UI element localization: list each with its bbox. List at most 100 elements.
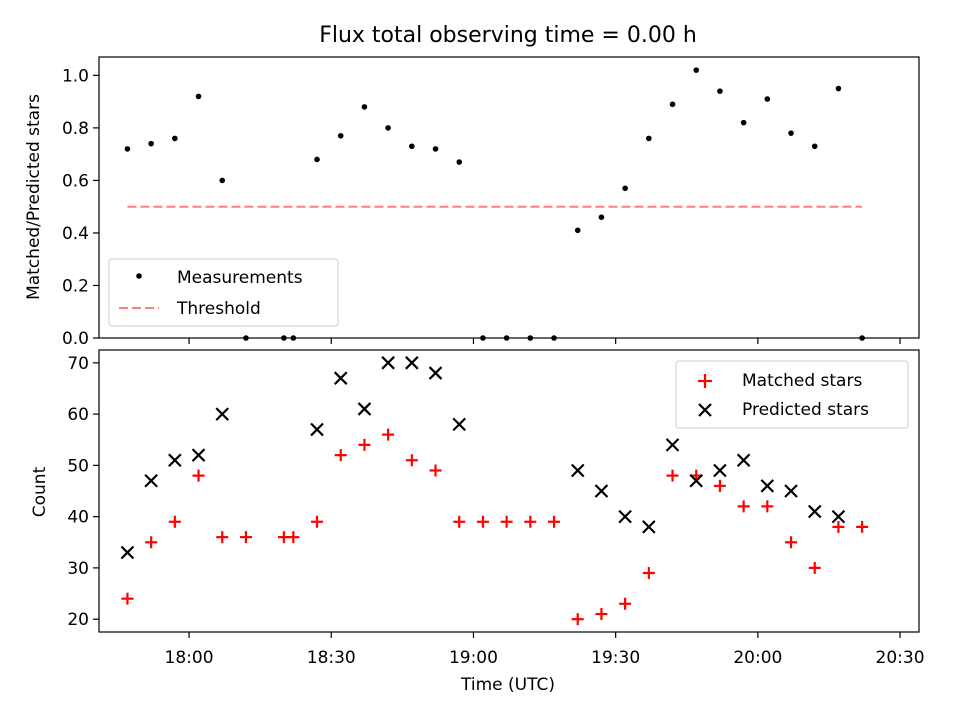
- matched-star-point: [334, 449, 347, 462]
- predicted-star-point: [144, 473, 158, 488]
- predicted-star-point: [357, 402, 372, 416]
- matched-star-point: [311, 515, 324, 528]
- y-tick-label: 40: [67, 508, 89, 528]
- legend-matched-marker: [698, 374, 712, 388]
- legend-predicted-label: Predicted stars: [742, 400, 869, 420]
- predicted-star-point: [215, 407, 230, 421]
- matched-star-point: [785, 536, 798, 549]
- y-tick-label: 70: [67, 354, 89, 374]
- measurement-point: [456, 159, 463, 165]
- measurement-point: [432, 146, 439, 152]
- matched-star-point: [405, 454, 418, 467]
- top-legend-frame: [108, 258, 339, 327]
- predicted-star-point: [594, 484, 609, 498]
- matched-star-point: [713, 479, 726, 492]
- y-tick-label: 60: [67, 405, 89, 425]
- predicted-star-point: [618, 509, 632, 524]
- bottom-plot-area: [120, 356, 869, 626]
- measurement-point: [646, 135, 652, 142]
- measurement-point: [361, 104, 368, 110]
- legend-matched-label: Matched stars: [742, 371, 862, 391]
- measurement-point: [622, 185, 628, 192]
- measurement-point: [337, 132, 344, 139]
- predicted-star-point: [405, 356, 419, 370]
- bottom-x-ticks: 18:00 18:30 19:00 19:30 20:00 20:30: [165, 632, 925, 668]
- measurement-point: [717, 88, 723, 94]
- matched-star-point: [619, 597, 632, 610]
- predicted-star-point: [760, 479, 775, 493]
- y-tick-label: 0.4: [62, 224, 89, 244]
- y-tick-label: 50: [67, 456, 89, 476]
- matched-star-point: [239, 531, 252, 544]
- matched-star-point: [382, 428, 395, 441]
- y-tick-label: 1.0: [62, 66, 89, 86]
- predicted-star-point: [665, 438, 680, 452]
- matched-star-point: [287, 531, 300, 544]
- legend-threshold-label: Threshold: [176, 299, 261, 319]
- matched-star-point: [571, 613, 584, 626]
- bottom-axes-frame: [98, 349, 920, 633]
- matched-star-point: [666, 469, 679, 482]
- measurement-point: [148, 140, 154, 147]
- measurement-point: [693, 67, 700, 73]
- top-y-ticks: 0.0 0.2 0.4 0.6 0.8 1.0: [62, 66, 99, 349]
- bottom-legend-frame: [675, 360, 909, 429]
- measurement-point: [574, 227, 581, 234]
- bottom-legend: Matched stars Predicted stars: [675, 360, 909, 429]
- bottom-y-axis-label: Count: [30, 466, 50, 517]
- matched-star-point: [192, 469, 205, 482]
- measurement-point: [764, 96, 771, 102]
- predicted-star-point: [428, 366, 443, 380]
- matched-star-point: [856, 520, 869, 533]
- bottom-panel: 20 30 40 50 60 70 18:00 18:30 19:00 19:30 20:00 20…: [30, 349, 925, 695]
- predicted-star-point: [689, 473, 704, 488]
- matched-star-point: [500, 515, 513, 528]
- y-tick-label: 30: [67, 559, 89, 579]
- matched-star-point: [832, 520, 845, 533]
- predicted-star-point: [381, 356, 395, 370]
- x-tick-label: 19:00: [449, 648, 498, 668]
- x-tick-label: 18:00: [165, 648, 214, 668]
- legend-predicted-marker: [698, 403, 712, 417]
- chart-title: Flux total observing time = 0.00 h: [319, 23, 697, 48]
- predicted-star-point: [452, 417, 467, 432]
- matched-star-point: [216, 531, 229, 544]
- measurement-point: [385, 125, 391, 131]
- predicted-star-point: [784, 484, 798, 498]
- predicted-star-point: [310, 422, 324, 437]
- measurement-point: [598, 214, 605, 220]
- top-panel: 0.0 0.2 0.4 0.6 0.8 1.0 Matched/Predicted sta…: [24, 56, 920, 349]
- top-legend: Measurements Threshold: [108, 258, 339, 327]
- matched-star-point: [595, 608, 608, 621]
- measurement-point: [314, 156, 320, 163]
- matched-star-point: [524, 515, 537, 528]
- top-x-ticks: [188, 338, 901, 344]
- predicted-star-point: [642, 520, 656, 534]
- predicted-star-point: [168, 453, 182, 468]
- measurement-point: [219, 177, 226, 184]
- matched-star-point: [642, 567, 655, 580]
- legend-measurements-label: Measurements: [177, 268, 303, 288]
- top-axes-frame: [98, 56, 920, 339]
- measurement-point: [172, 135, 178, 142]
- predicted-star-point: [120, 545, 135, 560]
- matched-star-point: [358, 438, 371, 451]
- predicted-star-point: [570, 463, 585, 478]
- predicted-star-point: [831, 509, 846, 524]
- matched-star-point: [121, 592, 134, 605]
- matched-star-point: [761, 500, 774, 513]
- x-tick-label: 18:30: [307, 648, 356, 668]
- measurement-point: [740, 119, 747, 126]
- matched-star-point: [168, 515, 181, 528]
- predicted-star-point: [713, 463, 727, 478]
- measurement-point: [124, 146, 131, 152]
- x-tick-label: 19:30: [591, 648, 640, 668]
- legend-measurements-marker: [136, 273, 142, 279]
- measurement-point: [409, 143, 415, 150]
- bottom-y-ticks: 20 30 40 50 60 70: [67, 354, 99, 630]
- matched-star-point: [453, 515, 466, 528]
- measurement-point: [835, 85, 842, 92]
- predicted-star-point: [333, 371, 348, 385]
- measurement-point: [195, 93, 202, 100]
